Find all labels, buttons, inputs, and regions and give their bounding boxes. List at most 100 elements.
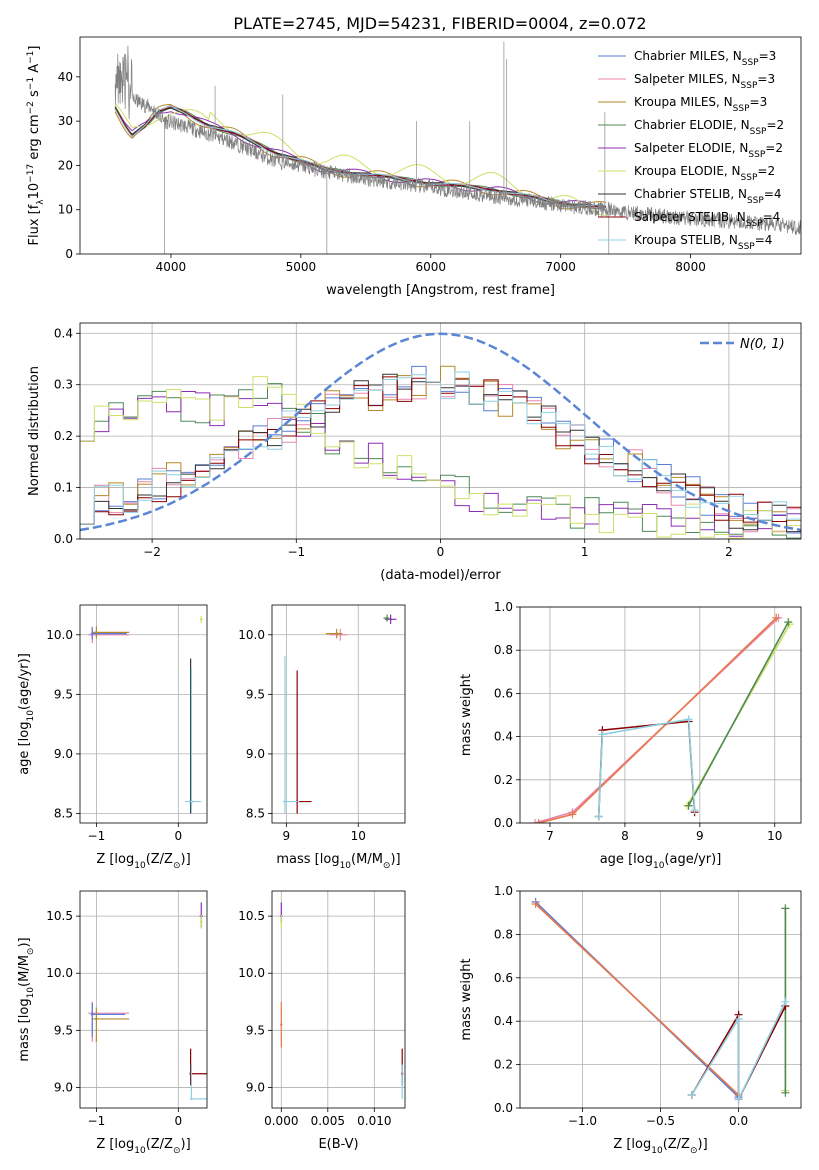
axes-frame <box>79 890 208 1109</box>
y-tick-label: 0.4 <box>494 1014 513 1028</box>
y-tick-label: 30 <box>58 114 73 128</box>
plus-marker <box>781 904 790 913</box>
data-point <box>280 920 283 924</box>
y-tick-label: 0.0 <box>54 532 73 546</box>
weight-vs-metallicity-panel: −1.0 −0.5 0.0 0.0 0.2 0.4 0.6 0.8 1.0 Z [log10(Z/… <box>459 884 802 1156</box>
observed-spectrum <box>114 45 801 235</box>
y-tick-label: 0.2 <box>494 773 513 787</box>
x-tick-label: 7000 <box>545 260 576 274</box>
y-tick-label: 9.5 <box>246 1023 265 1037</box>
y-tick-label: 0.3 <box>54 378 73 392</box>
plus-marker <box>594 812 603 821</box>
x-axis-label: wavelength [Angstrom, rest frame] <box>326 283 555 298</box>
plot-area <box>280 902 404 1099</box>
data-point <box>283 800 287 803</box>
x-axis-label: mass [log10(M/M⊙)] <box>276 852 400 871</box>
figure-title: PLATE=2745, MJD=54231, FIBERID=0004, z=0… <box>233 14 646 33</box>
plus-marker <box>781 997 790 1006</box>
axes-frame <box>79 322 802 540</box>
legend: Chabrier MILES, NSSP=3 Salpeter MILES, NS… <box>598 49 784 252</box>
axes-frame <box>271 604 406 824</box>
y-tick-label: 0.6 <box>494 686 513 700</box>
data-point <box>95 1017 98 1021</box>
y-axis-label: mass weight <box>459 674 474 756</box>
plot-area <box>530 613 794 823</box>
mass-vs-metallicity-panel: −1 0 9.0 9.5 10.0 10.5 Z [log10(Z/Z⊙)] mass [lo… <box>17 890 208 1156</box>
x-tick-label: −1 <box>88 1114 106 1128</box>
legend-label: Kroupa ELODIE, NSSP=2 <box>634 164 775 183</box>
y-tick-label: 1.0 <box>494 884 513 898</box>
plus-marker <box>684 801 693 810</box>
y-tick-label: 0.2 <box>54 429 73 443</box>
y-axis-label: age [log10(age/yr)] <box>17 653 36 775</box>
y-axis-label: mass [log10(M/M⊙)] <box>17 937 36 1061</box>
y-tick-label: 9.5 <box>246 687 265 701</box>
y-tick-label: 8.5 <box>246 806 265 820</box>
y-tick-label: 10.0 <box>238 628 265 642</box>
plus-marker <box>734 1095 743 1104</box>
x-tick-label: 4000 <box>156 260 187 274</box>
x-tick-label: −1 <box>287 545 305 559</box>
plot-area <box>282 614 397 814</box>
plus-marker <box>784 618 793 627</box>
x-axis-label: Z [log10(Z/Z⊙)] <box>96 1137 190 1156</box>
histogram-step <box>80 383 801 539</box>
plus-marker <box>772 613 781 622</box>
data-point <box>190 800 193 803</box>
x-tick-label: 2 <box>725 545 733 559</box>
x-tick-label: 10 <box>351 829 366 843</box>
x-tick-label: 1 <box>581 545 589 559</box>
axes-frame <box>519 606 802 824</box>
y-tick-label: 0.4 <box>54 326 73 340</box>
x-tick-label: 0.005 <box>311 1114 345 1128</box>
axes-frame <box>519 890 802 1109</box>
y-tick-label: 0.0 <box>494 816 513 830</box>
legend-label: Chabrier MILES, NSSP=3 <box>634 49 776 68</box>
plus-marker <box>781 1088 790 1097</box>
y-tick-label: 0.8 <box>494 643 513 657</box>
x-tick-label: 5000 <box>286 260 317 274</box>
plus-marker <box>684 715 693 724</box>
legend-label: Chabrier STELIB, NSSP=4 <box>634 187 782 206</box>
data-point <box>280 1023 283 1026</box>
age-vs-mass-panel: 9 10 8.5 9.0 9.5 10.0 mass [log10(M/M⊙)] <box>238 604 406 871</box>
y-tick-label: 9.0 <box>246 1080 265 1094</box>
y-tick-label: 9.0 <box>54 1080 73 1094</box>
weight-line <box>597 718 696 817</box>
age-vs-metallicity-panel: −1 0 8.5 9.0 9.5 10.0 Z [log10(Z/Z⊙)] age [log1… <box>17 604 208 871</box>
data-point <box>200 920 203 924</box>
x-tick-label: 0 <box>175 1114 183 1128</box>
data-point <box>91 632 94 635</box>
y-tick-label: 9.0 <box>246 747 265 761</box>
y-tick-label: 0.0 <box>494 1101 513 1115</box>
plot-area <box>88 902 207 1101</box>
legend-label: Salpeter STELIB, NSSP=4 <box>634 210 780 229</box>
histogram-step <box>80 371 801 525</box>
residuals-panel: −2 −1 0 1 2 0.0 0.1 0.2 0.3 0.4 (data-model)/error… <box>27 322 802 583</box>
plot-area <box>531 897 790 1104</box>
x-axis-label: E(B-V) <box>318 1137 358 1152</box>
weight-line <box>538 617 777 823</box>
legend-label: Salpeter MILES, NSSP=3 <box>634 72 775 91</box>
plus-marker <box>687 1090 696 1099</box>
data-point <box>190 1097 193 1101</box>
plus-marker <box>534 819 543 823</box>
y-tick-label: 40 <box>58 70 73 84</box>
plus-marker <box>690 806 699 815</box>
x-tick-label: −1 <box>88 829 106 843</box>
x-tick-label: 9 <box>283 829 291 843</box>
data-point <box>385 616 389 620</box>
mass-vs-extinction-panel: 0.000 0.005 0.010 9.0 9.5 10.0 10.5 E(B-V) <box>238 890 406 1152</box>
spectrum-panel: 4000 5000 6000 7000 8000 0 10 20 30 40 wavelength … <box>26 36 802 298</box>
y-tick-label: 9.5 <box>54 1023 73 1037</box>
data-point <box>401 1080 404 1083</box>
data-point <box>91 1013 94 1016</box>
model-curve <box>114 103 607 210</box>
x-tick-label: 0.010 <box>357 1114 391 1128</box>
x-tick-label: 7 <box>546 829 554 843</box>
normal-distribution-curve <box>80 332 801 532</box>
y-tick-label: 10.0 <box>46 628 73 642</box>
y-tick-label: 0 <box>65 247 73 261</box>
weight-line <box>534 617 780 823</box>
